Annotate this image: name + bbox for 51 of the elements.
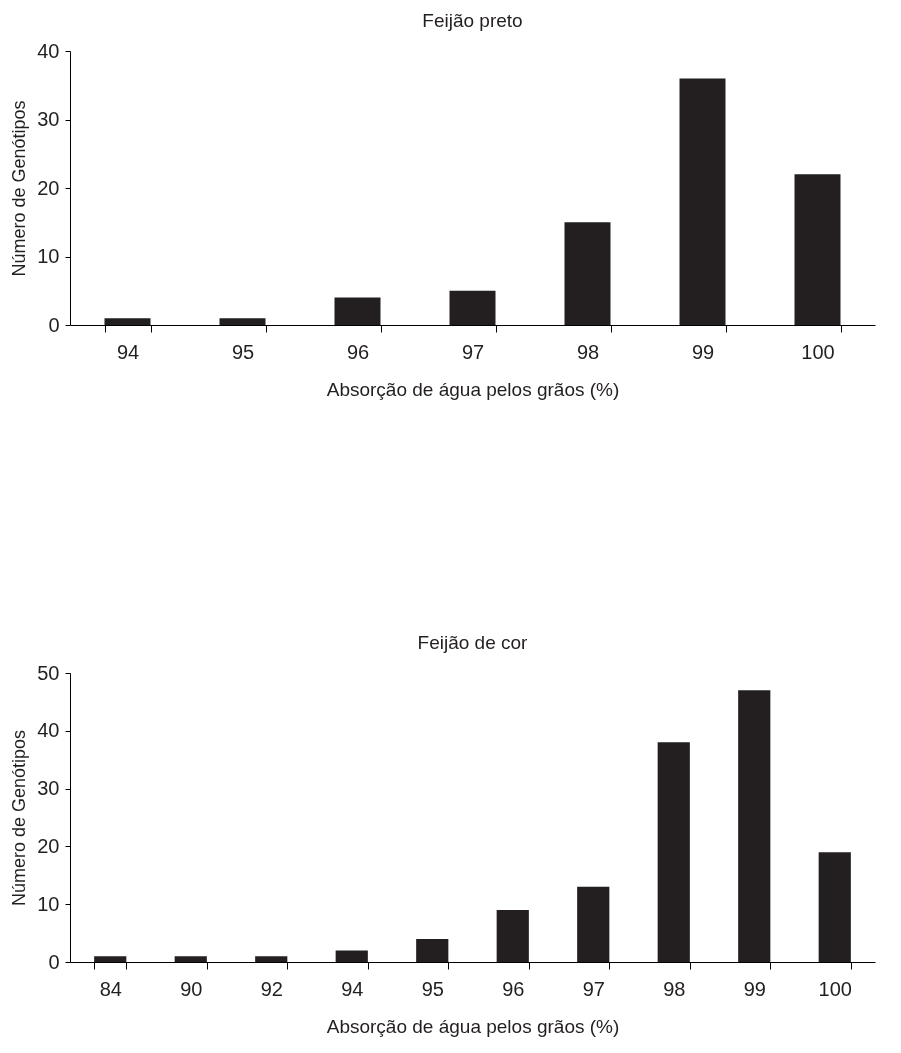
x-tick-label: 99 [691,340,715,363]
bar [738,690,771,962]
bar [255,956,288,962]
y-tick-label: 10 [37,245,60,267]
x-tick-label: 100 [801,340,835,363]
x-tick-label: 94 [116,340,140,363]
x-tick-label: 92 [260,977,283,1000]
x-tick-label: 97 [582,977,605,1000]
x-tick-label: 100 [818,977,852,1000]
y-tick-label: 20 [37,834,60,857]
x-tick-label: 90 [180,977,203,1000]
chart-title: Feijão preto [422,10,523,31]
bar [219,318,266,325]
y-tick-label: 30 [37,108,60,130]
x-tick-label: 98 [663,977,686,1000]
x-tick-label: 96 [346,340,370,363]
bar [679,78,726,325]
x-tick-label: 98 [576,340,600,363]
x-axis-title: Absorção de água pelos grãos (%) [326,1015,620,1037]
bar [174,956,207,962]
bar [334,297,381,325]
y-tick-label: 20 [37,176,60,199]
bar [104,318,151,325]
bar [577,886,610,962]
y-tick-label: 40 [37,39,60,62]
y-tick-label: 50 [37,661,60,684]
bar [496,909,529,962]
y-tick-label: 0 [48,950,60,973]
bar [564,222,611,325]
x-tick-label: 99 [743,977,766,1000]
y-tick-label: 10 [37,892,60,915]
bar [416,938,449,962]
x-axis-title: Absorção de água pelos grãos (%) [326,378,620,400]
x-tick-label: 95 [231,340,255,363]
bar [818,852,851,962]
x-tick-label: 94 [341,977,364,1000]
bar [449,290,496,325]
y-tick-label: 30 [37,777,60,800]
x-tick-label: 95 [421,977,444,1000]
bar [335,950,368,962]
x-tick-label: 84 [99,977,122,1000]
y-tick-label: 40 [37,719,60,742]
y-tick-label: 0 [48,313,60,336]
x-tick-label: 97 [461,340,485,363]
x-tick-label: 96 [502,977,525,1000]
y-axis-title: Número de Genótipos [9,100,30,277]
bar [657,742,690,962]
bar [94,956,127,962]
chart-title: Feijão de cor [417,632,529,653]
bar [794,174,841,325]
y-axis-title: Número de Genótipos [9,729,30,907]
